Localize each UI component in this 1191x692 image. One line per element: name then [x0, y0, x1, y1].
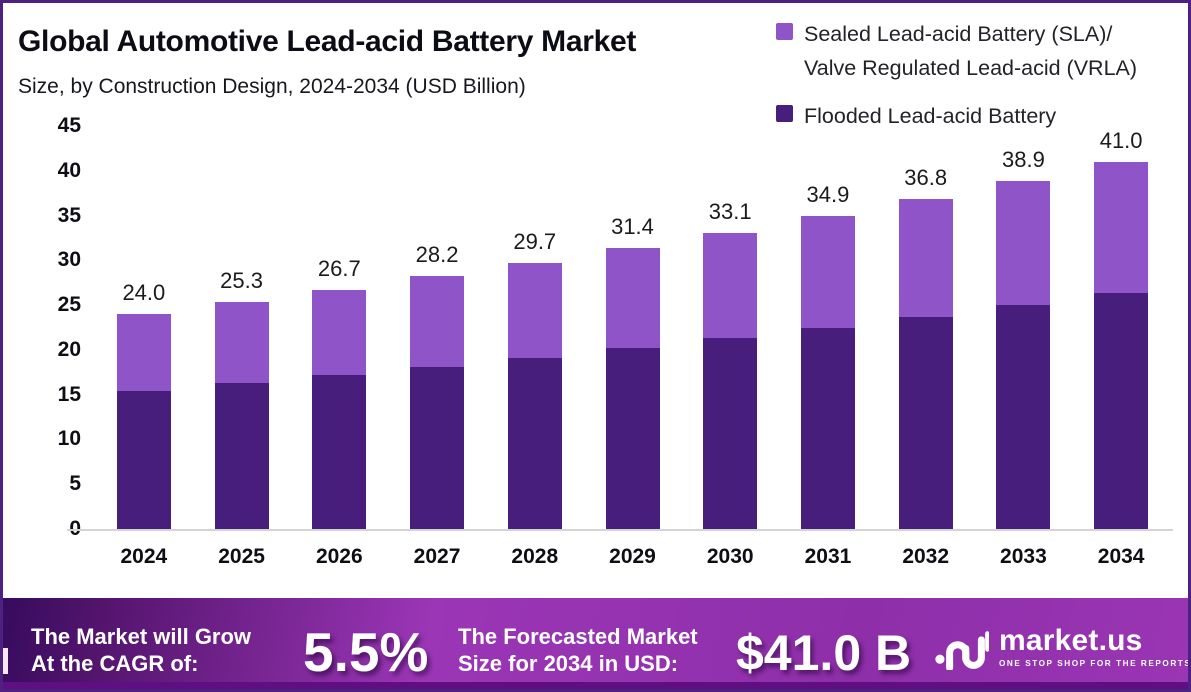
bar-2034-segment-flooded — [1094, 293, 1149, 529]
legend-label-sla-line2: Valve Regulated Lead-acid (VRLA) — [804, 56, 1138, 81]
bar-2027: 28.2 — [410, 242, 465, 529]
bar-2030: 33.1 — [703, 199, 758, 529]
bar-2028: 29.7 — [507, 229, 562, 529]
legend-item-sla: Sealed Lead-acid Battery (SLA)/ Valve Re… — [776, 17, 1176, 86]
y-tick-label: 0 — [21, 516, 81, 542]
y-tick-label: 30 — [57, 248, 81, 272]
plot-area: 24.0 25.3 26.7 28.2 29.7 31.4 33.1 34.9 36.8 38.9… — [95, 126, 1170, 529]
legend-label-flooded-line1: Flooded Lead-acid Battery — [804, 103, 1057, 128]
banner-bottom-strip — [3, 682, 1188, 689]
bar-total-label-2028: 29.7 — [513, 229, 557, 254]
legend-item-flooded: Flooded Lead-acid Battery — [776, 99, 1176, 133]
page-subtitle: Size, by Construction Design, 2024-2034 … — [18, 75, 526, 98]
brand-logo: market.us ONE STOP SHOP FOR THE REPORTS — [935, 624, 1191, 670]
bar-2024: 24.0 — [116, 280, 171, 529]
y-tick-label: 10 — [57, 427, 81, 451]
cagr-value: 5.5% — [303, 621, 429, 683]
bar-total-label-2031: 34.9 — [806, 182, 850, 207]
y-tick-label: 40 — [57, 158, 81, 182]
legend-label-sla: Sealed Lead-acid Battery (SLA)/ Valve Re… — [804, 17, 1137, 86]
x-tick-label-2028: 2028 — [511, 545, 559, 568]
bar-2031-segment-sla — [800, 216, 855, 328]
legend-label-flooded: Flooded Lead-acid Battery — [804, 99, 1056, 133]
bar-2033-segment-sla — [996, 181, 1051, 305]
cagr-label: The Market will Grow At the CAGR of: — [31, 623, 251, 677]
forecast-label: The Forecasted Market Size for 2034 in US… — [458, 623, 698, 677]
y-tick-label: 45 — [57, 114, 81, 137]
x-axis-line — [67, 529, 1173, 531]
bar-total-label-2033: 38.9 — [1001, 147, 1045, 172]
bar-2026: 26.7 — [312, 256, 367, 529]
y-tick-label: 5 — [69, 472, 81, 496]
cagr-label-line1: The Market will Grow — [31, 624, 252, 649]
legend-swatch-sla-icon — [776, 23, 793, 40]
x-axis: 2024 2025 2026 2027 2028 2029 2030 2031 2032 2033… — [95, 545, 1170, 575]
bar-2031-segment-flooded — [800, 328, 855, 529]
bar-2034: 41.0 — [1094, 128, 1149, 529]
brand-name: market.us — [999, 624, 1143, 657]
bar-2026-segment-sla — [312, 290, 367, 375]
forecast-label-line1: The Forecasted Market — [458, 624, 698, 649]
bar-2025-segment-sla — [214, 302, 269, 383]
brand-tagline: ONE STOP SHOP FOR THE REPORTS — [999, 659, 1191, 668]
bar-total-label-2029: 31.4 — [611, 214, 654, 239]
page-title: Global Automotive Lead-acid Battery Mark… — [18, 25, 637, 58]
y-tick-label: 20 — [57, 337, 81, 361]
banner-left-notch — [3, 648, 8, 674]
bar-2024-segment-sla — [116, 314, 171, 391]
bar-total-label-2027: 28.2 — [415, 242, 459, 267]
x-tick-label-2033: 2033 — [1000, 545, 1047, 568]
bar-2025-segment-flooded — [214, 383, 269, 529]
bar-2028-segment-sla — [507, 263, 562, 358]
cagr-label-line2: At the CAGR of: — [31, 651, 199, 676]
brand-text: market.us ONE STOP SHOP FOR THE REPORTS — [999, 624, 1191, 669]
bar-2029-segment-sla — [605, 248, 660, 348]
bar-2029: 31.4 — [605, 214, 660, 529]
bar-total-label-2030: 33.1 — [708, 199, 752, 224]
bar-2026-segment-flooded — [312, 375, 367, 529]
bar-2027-segment-sla — [410, 276, 465, 367]
chart-area: 051015202530354045 24.025.326.728.229.73… — [3, 3, 1188, 689]
footer-banner: The Market will Grow At the CAGR of: 5.5%… — [3, 598, 1188, 689]
bar-total-label-2032: 36.8 — [904, 165, 948, 190]
bar-2030-segment-flooded — [703, 338, 758, 529]
bar-2029-segment-flooded — [605, 348, 660, 529]
bar-2025: 25.3 — [214, 268, 269, 529]
bar-2034-segment-sla — [1094, 162, 1149, 293]
legend-swatch-flooded-icon — [776, 104, 793, 122]
chart-legend: Sealed Lead-acid Battery (SLA)/ Valve Re… — [776, 17, 1176, 146]
y-tick-label: 25 — [57, 293, 81, 317]
bar-2032-segment-flooded — [898, 317, 953, 529]
x-tick-label-2026: 2026 — [315, 545, 363, 568]
bar-2033: 38.9 — [996, 147, 1051, 529]
forecast-label-line2: Size for 2034 in USD: — [458, 651, 679, 676]
bar-total-label-2024: 24.0 — [122, 280, 166, 305]
forecast-value: $41.0 B — [736, 625, 912, 681]
x-tick-label-2027: 2027 — [413, 545, 461, 568]
bar-2030-segment-sla — [703, 233, 758, 338]
y-tick-label: 15 — [57, 382, 81, 406]
market-us-logo-icon — [935, 631, 989, 670]
x-tick-label-2032: 2032 — [902, 545, 950, 568]
bar-2028-segment-flooded — [507, 358, 562, 529]
y-tick-label: 35 — [57, 203, 81, 227]
bar-2031: 34.9 — [800, 182, 855, 529]
x-tick-label-2029: 2029 — [609, 545, 656, 568]
bar-total-label-2034: 41.0 — [1099, 128, 1143, 153]
bar-2032: 36.8 — [898, 165, 953, 529]
x-tick-label-2025: 2025 — [218, 545, 265, 568]
bar-total-label-2025: 25.3 — [220, 268, 263, 293]
x-tick-label-2030: 2030 — [706, 545, 754, 568]
bar-2027-segment-flooded — [410, 367, 465, 529]
bar-total-label-2026: 26.7 — [317, 256, 361, 281]
bar-2032-segment-sla — [898, 199, 953, 317]
bar-2033-segment-flooded — [996, 305, 1051, 529]
bar-2024-segment-flooded — [116, 391, 171, 529]
x-tick-label-2024: 2024 — [120, 545, 168, 568]
x-tick-label-2031: 2031 — [804, 545, 852, 568]
x-tick-label-2034: 2034 — [1097, 545, 1145, 568]
legend-label-sla-line1: Sealed Lead-acid Battery (SLA)/ — [804, 22, 1113, 46]
y-axis: 0 5 10 15 20 25 30 35 40 45 — [21, 114, 81, 540]
